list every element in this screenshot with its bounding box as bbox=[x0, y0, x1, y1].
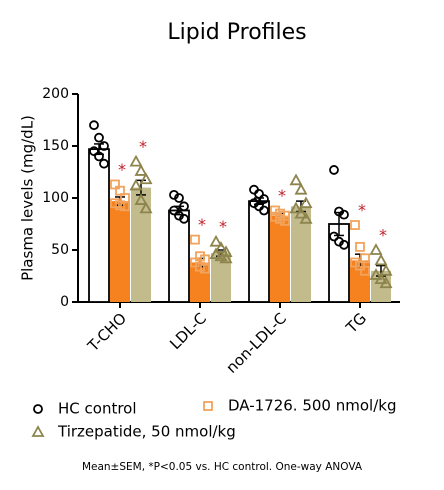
data-point bbox=[99, 141, 109, 151]
legend-marker bbox=[203, 401, 213, 411]
data-point bbox=[110, 179, 120, 190]
footnote: Mean±SEM, *P<0.05 vs. HC control. One-wa… bbox=[82, 461, 363, 473]
data-point bbox=[209, 234, 223, 247]
data-point bbox=[129, 154, 143, 167]
bar bbox=[110, 201, 130, 302]
data-point bbox=[259, 194, 269, 204]
data-point bbox=[115, 185, 125, 196]
y-tick-label: 50 bbox=[51, 242, 69, 258]
y-axis-label: Plasma levels (mg/dL) bbox=[19, 115, 37, 281]
data-point bbox=[134, 193, 148, 205]
data-point bbox=[360, 253, 370, 264]
significance-mark: * bbox=[139, 137, 147, 156]
data-point bbox=[179, 213, 189, 224]
data-point bbox=[299, 196, 313, 209]
data-point bbox=[355, 241, 365, 252]
legend-label: Tirzepatide, 50 nmol/kg bbox=[57, 423, 236, 441]
significance-mark: * bbox=[379, 226, 387, 245]
bar bbox=[270, 215, 290, 302]
x-tick-label: non-LDL-C bbox=[222, 309, 290, 377]
data-point bbox=[89, 120, 99, 131]
data-point bbox=[280, 215, 290, 226]
data-point bbox=[209, 247, 223, 260]
data-point bbox=[350, 220, 360, 230]
legend-marker bbox=[31, 425, 45, 437]
data-point bbox=[259, 205, 269, 216]
bar bbox=[190, 262, 210, 302]
data-point bbox=[190, 234, 200, 245]
bar bbox=[291, 206, 311, 302]
data-point bbox=[94, 132, 104, 143]
data-point bbox=[179, 201, 189, 212]
data-point bbox=[174, 193, 184, 203]
data-point bbox=[369, 268, 383, 280]
data-point bbox=[299, 211, 313, 224]
data-point bbox=[115, 200, 125, 211]
data-point bbox=[200, 254, 210, 265]
data-point bbox=[294, 182, 308, 195]
data-point bbox=[139, 201, 153, 214]
data-point bbox=[289, 201, 303, 214]
data-point bbox=[275, 213, 285, 224]
bar bbox=[131, 187, 151, 302]
bar bbox=[248, 200, 270, 303]
data-point bbox=[94, 151, 104, 162]
data-point bbox=[355, 260, 365, 271]
legend-label: DA-1726. 500 nmol/kg bbox=[228, 397, 396, 415]
data-point bbox=[139, 172, 153, 185]
data-point bbox=[329, 165, 339, 175]
data-point bbox=[360, 265, 370, 276]
data-point bbox=[129, 178, 143, 191]
significance-mark: * bbox=[358, 201, 366, 220]
y-tick-label: 150 bbox=[42, 138, 69, 154]
data-point bbox=[110, 198, 120, 209]
legend-marker bbox=[33, 404, 43, 414]
data-point bbox=[379, 276, 393, 289]
data-point bbox=[339, 209, 349, 220]
bar bbox=[350, 260, 370, 302]
data-point bbox=[89, 146, 99, 157]
data-point bbox=[214, 249, 228, 262]
data-point bbox=[294, 206, 308, 219]
legend-label: HC control bbox=[58, 400, 137, 418]
data-point bbox=[339, 239, 349, 250]
data-point bbox=[270, 211, 280, 222]
data-point bbox=[195, 261, 205, 272]
bar bbox=[211, 253, 231, 302]
bar bbox=[88, 148, 110, 303]
data-point bbox=[99, 158, 109, 169]
data-point bbox=[134, 164, 148, 176]
x-tick-label: TG bbox=[342, 309, 370, 337]
data-point bbox=[329, 231, 339, 242]
y-tick-label: 100 bbox=[42, 190, 69, 206]
significance-mark: * bbox=[278, 186, 286, 205]
x-tick-label: T-CHO bbox=[84, 309, 131, 356]
significance-mark: * bbox=[118, 160, 126, 179]
data-point bbox=[289, 173, 303, 186]
significance-mark: * bbox=[198, 215, 206, 234]
data-point bbox=[374, 272, 388, 285]
chart-title: Lipid Profiles bbox=[167, 20, 306, 45]
data-point bbox=[200, 263, 210, 274]
data-point bbox=[374, 253, 388, 266]
bar bbox=[168, 209, 190, 303]
data-point bbox=[169, 205, 179, 216]
data-point bbox=[219, 245, 233, 257]
data-point bbox=[369, 243, 383, 255]
y-tick-label: 0 bbox=[60, 294, 69, 310]
data-point bbox=[120, 201, 130, 212]
y-tick-label: 200 bbox=[42, 86, 69, 102]
significance-mark: * bbox=[219, 217, 227, 236]
data-point bbox=[219, 251, 233, 264]
data-point bbox=[254, 188, 264, 199]
x-tick-label: LDL-C bbox=[166, 309, 210, 353]
data-point bbox=[379, 263, 393, 276]
